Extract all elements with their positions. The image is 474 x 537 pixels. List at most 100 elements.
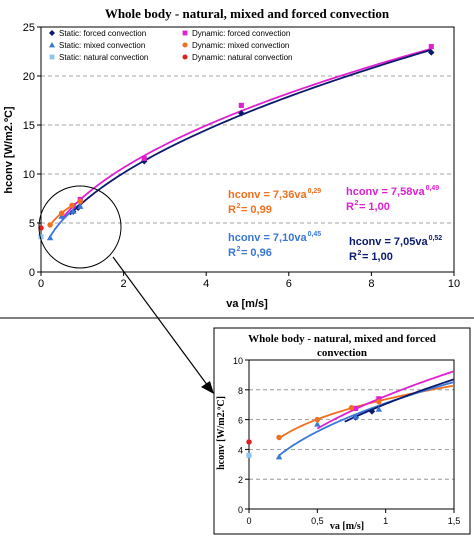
x-tick-label: 10 [448,278,460,290]
legend-entry: Dynamic: forced convection [192,29,290,38]
fit-exponent: 0,29 [308,188,322,195]
fit-r-squared-sup: 2 [236,246,240,253]
fit-equation: hconv = 7,36va [228,189,307,201]
fit-curve-forced [69,48,432,216]
x-tick-label: 0 [38,278,44,290]
fit-exponent: 0,49 [426,185,440,192]
main-chart-points [38,44,435,241]
fit-r-squared: R [346,201,354,213]
main-chart-y-ticks: 0 5 10 15 20 25 [23,22,41,279]
inset-chart-y-ticks: 0 2 4 6 8 10 [233,356,249,515]
inset-chart-frame [213,327,471,535]
fit-r-squared-sup: 2 [236,203,240,210]
main-chart-x-ticks: 0 2 4 6 8 10 [38,272,460,290]
dynamic-mixed-convection-point-2 [348,404,355,411]
inset-chart-fit-curves [278,370,454,457]
y-tick-label: 25 [23,22,35,34]
legend-entry: Dynamic: mixed convection [192,41,289,50]
y-tick-label: 10 [23,169,35,181]
static-mixed-convection-point-0 [46,234,54,241]
inset-chart-gridlines [249,389,454,480]
main-chart-fit-curves [49,47,432,238]
dynamic-forced-convection-point-2 [141,155,147,161]
y-tick-label: 10 [233,356,243,366]
dynamic-natural-convection-point-0 [38,225,44,231]
zoom-circle [38,185,122,269]
legend-entry: Static: mixed convection [59,41,145,50]
main-chart-y-axis-label: hconv [W/m2.ºC] [3,106,15,193]
fit-curve-dyn-forced [316,370,454,430]
inset-chart-title-line1: Whole body - natural, mixed and forced [248,333,436,345]
fit-curve-dyn-forced [60,47,432,220]
main-chart-plot-area [40,26,455,273]
static-forced-convection-point-4 [428,49,435,56]
x-tick-label: 8 [368,278,374,290]
dynamic-forced-convection-point-0 [353,405,359,411]
inset-chart-y-axis-label: hconv [W/m2.ºC] [216,396,227,470]
main-chart-x-axis-label: va [m/s] [226,298,268,310]
fit-r-squared: R [228,204,236,216]
x-tick-label: 1 [383,516,388,526]
y-tick-label: 15 [23,120,35,132]
dynamic-mixed-convection-point-1 [314,416,321,423]
dynamic-mixed-convection-point-0 [47,222,53,228]
static-natural-convection-point-0 [246,452,252,458]
legend-dyn-forced-point-0 [182,30,188,36]
legend-entry: Static: natural convection [59,53,148,62]
fit-exponent: 0,52 [429,235,443,242]
fit-r-squared: R [228,247,236,259]
static-mixed-convection-point-3 [375,405,383,412]
legend-entry: Dynamic: natural convection [192,53,293,62]
x-tick-label: 1,5 [448,516,461,526]
zoom-connector-line [112,256,209,387]
y-tick-label: 8 [238,386,243,396]
fit-equation: hconv = 7,58va [346,186,425,198]
static-forced-convection-point-3 [238,110,245,117]
dynamic-forced-convection-point-1 [376,396,382,402]
zoom-arrow-head [201,381,214,394]
y-tick-label: 2 [238,475,243,485]
legend-dyn-natural-point-0 [182,54,188,60]
dynamic-mixed-convection-point-3 [77,198,83,205]
legend-mixed-point-0 [49,42,55,48]
fit-r-squared-value: = 0,96 [241,247,272,259]
x-tick-label: 4 [203,278,209,290]
chart-title: Whole body - natural, mixed and forced c… [105,6,390,21]
inset-chart-title-line2: convection [317,347,367,359]
dynamic-mixed-convection-point-1 [58,210,65,216]
static-mixed-convection-point-2 [70,208,77,214]
inset-chart-points [246,396,383,460]
main-chart-gridlines [41,75,454,224]
static-mixed-convection-point-0 [275,453,283,460]
inset-chart-plot-area [248,359,455,510]
y-tick-label: 20 [23,71,35,83]
static-mixed-convection-point-2 [352,413,359,420]
dynamic-mixed-convection-point-0 [276,434,282,441]
fit-r-squared-sup: 2 [357,250,361,257]
legend-dyn-mixed-point-0 [182,42,188,48]
y-tick-label: 0 [238,505,243,515]
y-tick-label: 5 [29,218,35,230]
fit-r-squared-sup: 2 [354,200,358,207]
y-tick-label: 0 [29,267,35,279]
fit-curve-mixed [278,381,454,457]
static-mixed-convection-point-1 [314,420,321,427]
fit-r-squared-value: = 1,00 [362,251,393,263]
fit-exponent: 0,45 [308,231,322,238]
fit-r-squared-value: = 0,99 [241,204,272,216]
inset-chart-x-axis-label: va [m/s] [330,521,364,532]
y-tick-label: 4 [238,445,243,455]
y-tick-label: 6 [238,416,243,426]
fit-r-squared-value: = 1,00 [359,201,390,213]
static-mixed-convection-point-3 [77,203,84,209]
x-tick-label: 0 [246,516,251,526]
fit-curve-forced [344,378,454,423]
dynamic-mixed-convection-point-3 [376,399,382,405]
x-tick-label: 2 [121,278,127,290]
main-chart-legend: Static: forced convection Dynamic: forced… [49,29,293,62]
x-tick-label: 0,5 [311,516,324,526]
fit-equation: hconv = 7,10va [228,232,307,244]
legend-natural-point-0 [49,54,55,60]
